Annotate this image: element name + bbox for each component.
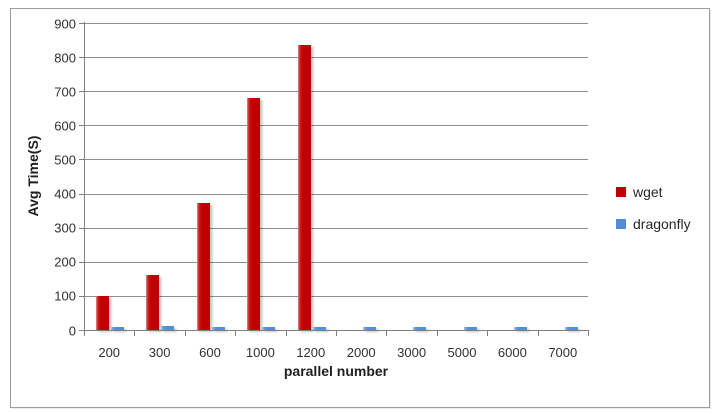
x-tick-label-7000: 7000 [548, 345, 578, 360]
legend-label-wget: wget [633, 184, 663, 200]
x-tick-label-2000: 2000 [346, 345, 376, 360]
x-axis-line [84, 330, 589, 331]
bar-dragonfly-6000 [514, 326, 528, 330]
y-tick-label-500: 500 [54, 152, 76, 168]
category-group-1200 [286, 23, 336, 330]
y-tick-label-600: 600 [54, 118, 76, 134]
y-tick-label-900: 900 [54, 16, 76, 31]
category-group-7000 [538, 23, 588, 330]
category-group-5000 [437, 23, 487, 330]
legend-swatch-dragonfly [616, 219, 626, 229]
x-tick-10 [588, 331, 589, 336]
x-tick-label-1000: 1000 [245, 345, 275, 360]
category-group-3000 [386, 23, 436, 330]
category-group-1000 [235, 23, 285, 330]
x-tick-5 [336, 331, 337, 336]
y-tick-label-700: 700 [54, 84, 76, 100]
y-tick-900 [79, 23, 85, 24]
legend: wget dragonfly [616, 184, 691, 248]
category-group-300 [134, 23, 184, 330]
bar-dragonfly-7000 [564, 326, 578, 330]
x-tick-3 [235, 331, 237, 336]
bar-dragonfly-300 [161, 325, 175, 330]
gridline-300 [84, 227, 588, 229]
bar-dragonfly-1000 [262, 326, 276, 330]
bar-dragonfly-600 [211, 326, 225, 330]
y-tick-400 [79, 193, 85, 195]
gridline-700 [84, 91, 588, 93]
y-tick-label-400: 400 [54, 186, 76, 202]
x-tick-8 [487, 331, 489, 336]
category-group-200 [84, 23, 134, 330]
y-tick-100 [79, 295, 85, 297]
x-tick-label-600: 600 [199, 345, 221, 360]
x-tick-label-1200: 1200 [296, 345, 326, 360]
bar-wget-300 [146, 274, 160, 330]
x-tick-7 [436, 331, 438, 336]
legend-item-wget: wget [616, 184, 691, 200]
bar-dragonfly-1200 [312, 326, 326, 330]
y-tick-label-300: 300 [54, 220, 76, 236]
gridline-400 [84, 193, 588, 195]
gridline-900 [84, 23, 588, 24]
x-tick-9 [537, 331, 539, 336]
y-tick-label-200: 200 [54, 254, 76, 270]
y-tick-label-0: 0 [68, 323, 76, 338]
x-tick-label-5000: 5000 [447, 345, 477, 360]
bar-dragonfly-3000 [413, 326, 427, 330]
category-group-600 [185, 23, 235, 330]
chart-frame [10, 8, 710, 408]
y-tick-300 [79, 227, 85, 229]
y-tick-700 [79, 91, 85, 93]
y-tick-label-100: 100 [54, 288, 76, 304]
gridline-100 [84, 295, 588, 297]
x-tick-2 [184, 331, 186, 336]
y-tick-200 [79, 261, 85, 263]
y-axis-title: Avg Time(S) [25, 135, 41, 217]
y-tick-600 [79, 125, 85, 127]
gridline-800 [84, 57, 588, 59]
x-tick-1 [134, 331, 136, 336]
y-tick-label-800: 800 [54, 50, 76, 66]
category-group-6000 [487, 23, 537, 330]
x-axis-title: parallel number [283, 363, 389, 379]
category-group-2000 [336, 23, 386, 330]
y-tick-500 [79, 159, 85, 161]
bar-dragonfly-5000 [463, 326, 477, 330]
bar-dragonfly-2000 [363, 326, 376, 330]
bar-dragonfly-200 [111, 326, 124, 330]
x-tick-label-6000: 6000 [497, 345, 527, 360]
x-tick-label-3000: 3000 [397, 345, 427, 360]
bar-wget-1000 [247, 98, 261, 330]
x-tick-4 [285, 331, 287, 336]
gridline-600 [84, 125, 588, 127]
y-tick-800 [79, 57, 85, 59]
legend-item-dragonfly: dragonfly [616, 216, 691, 232]
x-tick-label-300: 300 [148, 345, 171, 360]
x-tick-0 [84, 331, 85, 336]
bar-wget-200 [96, 295, 109, 330]
legend-swatch-wget [616, 187, 626, 197]
legend-label-dragonfly: dragonfly [633, 216, 691, 232]
bar-wget-1200 [297, 45, 311, 330]
y-tick-0 [79, 330, 85, 331]
gridline-500 [84, 159, 588, 161]
gridline-200 [84, 261, 588, 263]
y-axis-line [84, 22, 85, 331]
bar-wget-600 [196, 203, 210, 330]
x-tick-6 [386, 331, 388, 336]
x-tick-label-200: 200 [98, 345, 121, 360]
